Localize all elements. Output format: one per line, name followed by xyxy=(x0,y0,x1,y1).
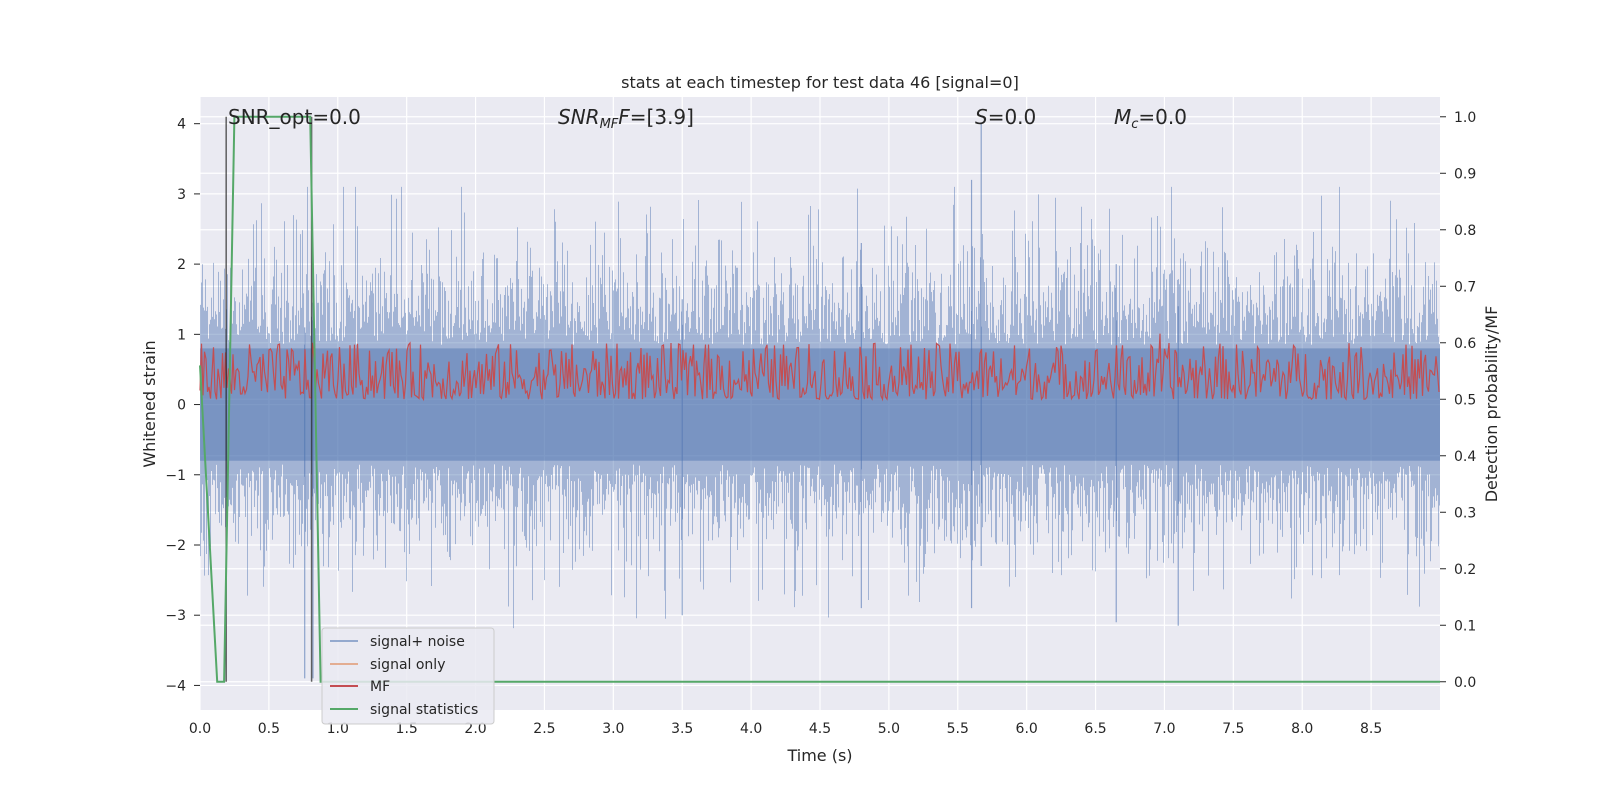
y-tick-label-left: 4 xyxy=(177,117,186,133)
x-tick-label: 8.0 xyxy=(1291,721,1313,737)
annotation-mc-value: =0.0 xyxy=(1138,105,1187,129)
x-tick-label: 8.5 xyxy=(1360,721,1382,737)
legend-label-signal-noise: signal+ noise xyxy=(370,634,465,650)
y-tick-label-right: 0.6 xyxy=(1454,336,1476,352)
annotation-mc-label: M xyxy=(1114,105,1131,129)
y-tick-label-right: 0.4 xyxy=(1454,449,1476,465)
y-tick-label-left: −2 xyxy=(165,538,186,554)
y-tick-label-left: −4 xyxy=(165,678,186,694)
x-tick-label: 3.5 xyxy=(671,721,693,737)
y-tick-label-right: 0.8 xyxy=(1454,223,1476,239)
legend-label-signal-only: signal only xyxy=(370,657,445,673)
annotation-snr-mf-label: SNR xyxy=(558,105,600,129)
legend-label-signal-statistics: signal statistics xyxy=(370,702,478,718)
x-axis-label: Time (s) xyxy=(786,746,852,765)
x-tick-label: 0.5 xyxy=(258,721,280,737)
y-tick-label-right: 1.0 xyxy=(1454,110,1476,126)
legend: signal+ noise signal only MF signal stat… xyxy=(321,627,495,725)
signal-statistics-series xyxy=(199,115,1440,683)
y-tick-label-right: 0.5 xyxy=(1454,392,1476,408)
annotation-snr-mf-sub: MF xyxy=(600,117,619,132)
y-tick-label-right: 0.9 xyxy=(1454,166,1476,182)
y-tick-label-left: 1 xyxy=(177,327,186,343)
x-tick-label: 6.0 xyxy=(1016,721,1038,737)
mf-line xyxy=(199,333,1440,402)
annotation-s-label: S xyxy=(975,105,988,129)
x-tick-label: 5.5 xyxy=(947,721,969,737)
x-tick-label: 0.0 xyxy=(189,721,211,737)
x-tick-label: 7.0 xyxy=(1153,721,1175,737)
x-tick-label: 4.5 xyxy=(809,721,831,737)
annotation-snr-opt: SNR_opt=0.0 xyxy=(228,105,361,129)
y-axis-label-right: Detection probability/MF xyxy=(1482,306,1501,503)
y-axis-label-left: Whitened strain xyxy=(140,340,159,467)
annotation-snr-mf: SNRMFF=[3.9] xyxy=(558,105,694,132)
y-tick-label-left: 0 xyxy=(177,398,186,414)
mf-series xyxy=(199,333,1440,402)
x-tick-label: 5.0 xyxy=(878,721,900,737)
y-tick-label-left: 2 xyxy=(177,257,186,273)
y-tick-label-right: 0.3 xyxy=(1454,505,1476,521)
legend-label-mf: MF xyxy=(370,679,390,695)
annotation-snr-mf-value: =[3.9] xyxy=(630,105,694,129)
y-tick-label-left: −1 xyxy=(165,468,186,484)
x-tick-label: 1.0 xyxy=(327,721,349,737)
annotation-s: S=0.0 xyxy=(975,105,1036,129)
y-tick-label-left: 3 xyxy=(177,187,186,203)
x-tick-label: 2.0 xyxy=(464,721,486,737)
annotation-mc: Mc=0.0 xyxy=(1114,105,1187,132)
x-tick-label: 3.0 xyxy=(602,721,624,737)
annotation-s-value: =0.0 xyxy=(988,105,1037,129)
y-tick-label-right: 0.2 xyxy=(1454,562,1476,578)
y-tick-label-right: 0.0 xyxy=(1454,675,1476,691)
legend-box xyxy=(321,627,495,725)
x-tick-label: 2.5 xyxy=(533,721,555,737)
chart-title: stats at each timestep for test data 46 … xyxy=(621,73,1019,92)
x-tick-label: 4.0 xyxy=(740,721,762,737)
annotation-mc-sub: c xyxy=(1131,117,1138,132)
x-tick-label: 7.5 xyxy=(1222,721,1244,737)
signal-statistics-line xyxy=(199,115,1440,683)
x-tick-label: 6.5 xyxy=(1084,721,1106,737)
x-tick-label: 1.5 xyxy=(396,721,418,737)
y-tick-label-right: 0.1 xyxy=(1454,618,1476,634)
y-tick-label-right: 0.7 xyxy=(1454,279,1476,295)
y-tick-label-left: −3 xyxy=(165,608,186,624)
